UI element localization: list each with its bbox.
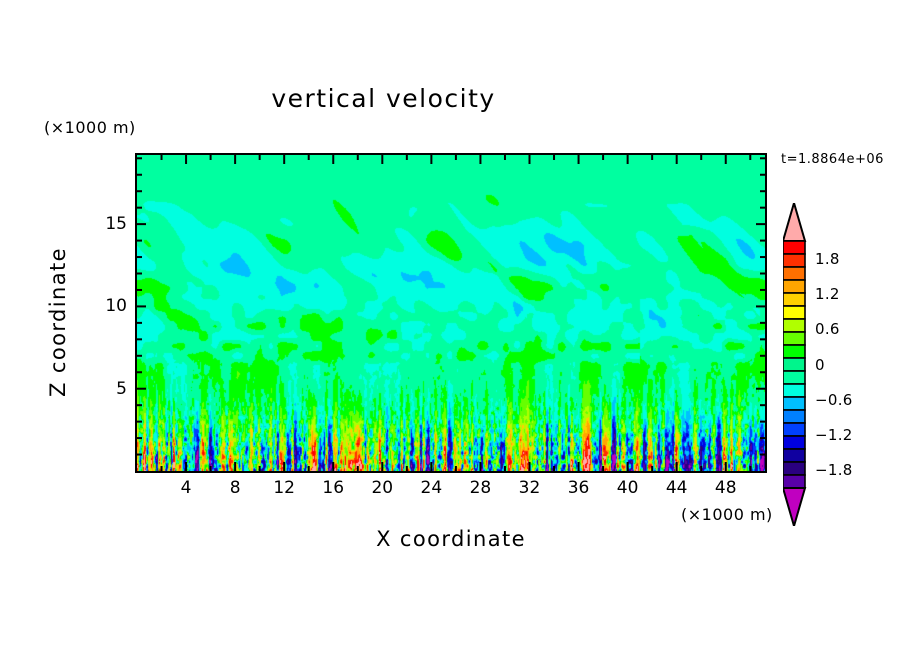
colorbar-tick-label: −1.8 — [815, 461, 853, 480]
colorbar-band — [782, 474, 806, 489]
colorbar-over-arrow — [781, 199, 807, 242]
colorbar-tick-label: 1.2 — [815, 284, 840, 303]
x-tick-label: 28 — [469, 478, 492, 498]
y-tick-label: 15 — [105, 214, 127, 235]
colorbar-band — [782, 344, 806, 359]
x-tick-label: 40 — [616, 478, 639, 498]
colorbar-band — [782, 370, 806, 385]
plot-area — [135, 153, 767, 473]
colorbar-band — [782, 292, 806, 307]
x-tick-label: 48 — [714, 478, 737, 498]
colorbar-tick-label: −0.6 — [815, 390, 853, 409]
colorbar-band — [782, 318, 806, 333]
colorbar-band — [782, 357, 806, 372]
y-tick-label: 5 — [116, 378, 127, 399]
page-title: vertical velocity — [271, 84, 496, 113]
colorbar-under-arrow — [781, 487, 807, 530]
velocity-field-heatmap — [137, 155, 765, 471]
y-axis-title: Z coordinate — [46, 247, 70, 397]
colorbar-band — [782, 422, 806, 437]
colorbar-tick-label: 1.8 — [815, 249, 840, 268]
colorbar-tick-label: 0 — [815, 355, 825, 374]
x-tick-label: 44 — [665, 478, 688, 498]
y-tick-label: 10 — [105, 296, 127, 317]
colorbar-legend: 1.8 1.2 0.6 0 −0.6 −1.2 −1.8 — [781, 199, 903, 530]
colorbar-band — [782, 240, 806, 255]
x-tick-label: 20 — [371, 478, 394, 498]
colorbar-band — [782, 435, 806, 450]
colorbar-band — [782, 396, 806, 411]
colorbar-band — [782, 448, 806, 463]
x-tick-label: 4 — [180, 478, 192, 498]
y-axis-unit-label: (×1000 m) — [44, 118, 136, 137]
x-tick-label: 16 — [322, 478, 345, 498]
colorbar-svg — [781, 199, 807, 530]
x-tick-label: 8 — [229, 478, 241, 498]
colorbar-tick-label: −1.2 — [815, 426, 853, 445]
x-tick-label: 12 — [273, 478, 296, 498]
x-tick-label: 24 — [420, 478, 443, 498]
colorbar-band — [782, 383, 806, 398]
x-axis-title: X coordinate — [376, 527, 526, 551]
colorbar-band — [782, 266, 806, 281]
x-axis-unit-label: (×1000 m) — [681, 505, 773, 524]
colorbar-band — [782, 331, 806, 346]
colorbar-band — [782, 409, 806, 424]
colorbar-band — [782, 253, 806, 268]
x-tick-label: 32 — [518, 478, 541, 498]
colorbar-band — [782, 461, 806, 476]
colorbar-band — [782, 305, 806, 320]
colorbar-tick-label: 0.6 — [815, 320, 840, 339]
colorbar-band — [782, 279, 806, 294]
x-tick-label: 36 — [567, 478, 590, 498]
timestamp-annotation: t=1.8864e+06 — [781, 152, 884, 167]
